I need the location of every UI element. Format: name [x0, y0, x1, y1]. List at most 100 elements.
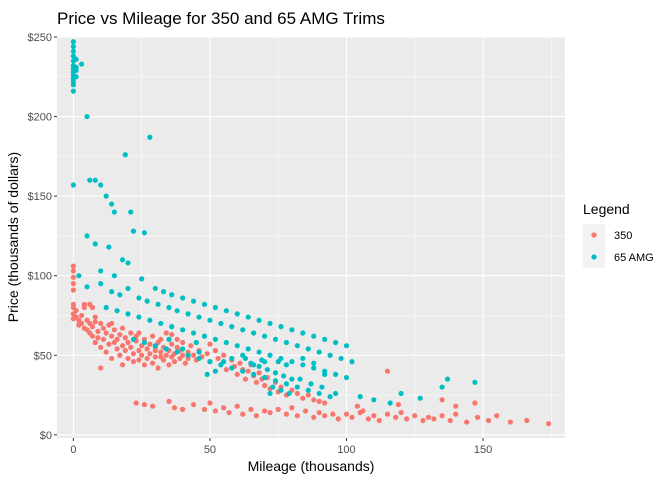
scatter-point: [261, 382, 268, 389]
scatter-point: [264, 366, 270, 373]
data-points: [70, 39, 552, 427]
scatter-point: [117, 331, 123, 338]
scatter-point: [81, 304, 87, 311]
scatter-point: [349, 359, 355, 365]
scatter-point: [114, 308, 120, 314]
scatter-point: [311, 365, 317, 371]
scatter-point: [212, 347, 219, 354]
scatter-point: [92, 314, 98, 320]
scatter-point: [136, 295, 142, 301]
scatter-point: [122, 347, 128, 354]
scatter-point: [166, 304, 172, 311]
scatter-point: [147, 134, 153, 140]
scatter-point: [155, 301, 161, 307]
scatter-point: [119, 362, 126, 368]
scatter-point: [158, 320, 164, 327]
scatter-point: [229, 355, 235, 362]
scatter-point: [163, 330, 169, 336]
scatter-point: [229, 324, 235, 330]
scatter-point: [169, 292, 175, 298]
scatter-point: [226, 409, 232, 416]
scatter-point: [485, 417, 492, 424]
scatter-point: [152, 347, 158, 354]
scatter-point: [453, 403, 459, 409]
scatter-point: [125, 339, 131, 346]
scatter-point: [109, 201, 115, 207]
scatter-point: [98, 281, 104, 287]
scatter-point: [180, 339, 186, 346]
scatter-point: [158, 349, 164, 355]
scatter-point: [267, 390, 273, 397]
scatter-point: [221, 405, 227, 411]
scatter-point: [354, 403, 361, 409]
scatter-point: [297, 376, 303, 382]
scatter-point: [311, 360, 317, 366]
scatter-point: [234, 311, 240, 317]
scatter-point: [114, 336, 120, 342]
scatter-point: [174, 308, 180, 314]
scatter-point: [106, 244, 112, 250]
scatter-point: [420, 417, 426, 424]
scatter-point: [87, 301, 93, 307]
scatter-point: [70, 182, 76, 188]
scatter-point: [149, 403, 156, 409]
scatter-point: [128, 330, 134, 336]
scatter-point: [87, 177, 93, 183]
scatter-point: [92, 241, 98, 247]
scatter-point: [251, 371, 257, 377]
y-tick-label: $250: [28, 32, 52, 44]
scatter-point: [223, 366, 229, 373]
x-tick-label: 150: [474, 444, 492, 456]
scatter-point: [343, 343, 350, 349]
scatter-point: [223, 308, 229, 314]
scatter-point: [128, 209, 134, 215]
scatter-point: [119, 343, 126, 349]
scatter-point: [275, 406, 281, 412]
scatter-point: [327, 394, 333, 400]
scatter-point: [111, 273, 117, 279]
scatter-point: [196, 349, 202, 355]
scatter-point: [147, 341, 153, 347]
scatter-point: [136, 330, 142, 336]
scatter-point: [106, 341, 112, 347]
scatter-point: [201, 333, 208, 339]
scatter-point: [251, 330, 257, 336]
scatter-point: [117, 292, 123, 298]
scatter-point: [300, 395, 306, 401]
scatter-point: [248, 406, 254, 412]
scatter-point: [338, 355, 344, 362]
legend: Legend 350 65 AMG: [583, 201, 654, 268]
x-tick-label: 50: [204, 444, 216, 456]
scatter-point: [180, 346, 186, 352]
scatter-point: [267, 320, 273, 327]
scatter-point: [343, 374, 350, 381]
scatter-point: [237, 360, 243, 366]
scatter-point: [163, 346, 169, 352]
scatter-point: [376, 417, 382, 424]
scatter-point: [275, 359, 281, 365]
scatter-point: [472, 400, 478, 406]
scatter-point: [158, 354, 164, 360]
scatter-point: [109, 333, 115, 339]
scatter-point: [387, 400, 393, 406]
scatter-point: [289, 405, 295, 411]
scatter-point: [256, 349, 262, 355]
scatter-point: [190, 401, 197, 408]
scatter-point: [98, 365, 104, 371]
scatter-point: [95, 328, 101, 334]
scatter-point: [207, 341, 213, 347]
scatter-point: [472, 379, 478, 385]
scatter-point: [322, 400, 328, 406]
scatter-point: [185, 352, 191, 358]
scatter-point: [169, 331, 175, 338]
scatter-point: [180, 327, 186, 333]
major-gridlines: [57, 36, 565, 438]
scatter-point: [256, 370, 262, 376]
scatter-point: [125, 355, 131, 362]
legend-label-65amg: 65 AMG: [614, 252, 654, 264]
scatter-point: [305, 392, 311, 398]
scatter-point: [234, 403, 240, 409]
scatter-point: [289, 327, 295, 333]
scatter-point: [204, 371, 210, 377]
scatter-point: [98, 182, 104, 188]
